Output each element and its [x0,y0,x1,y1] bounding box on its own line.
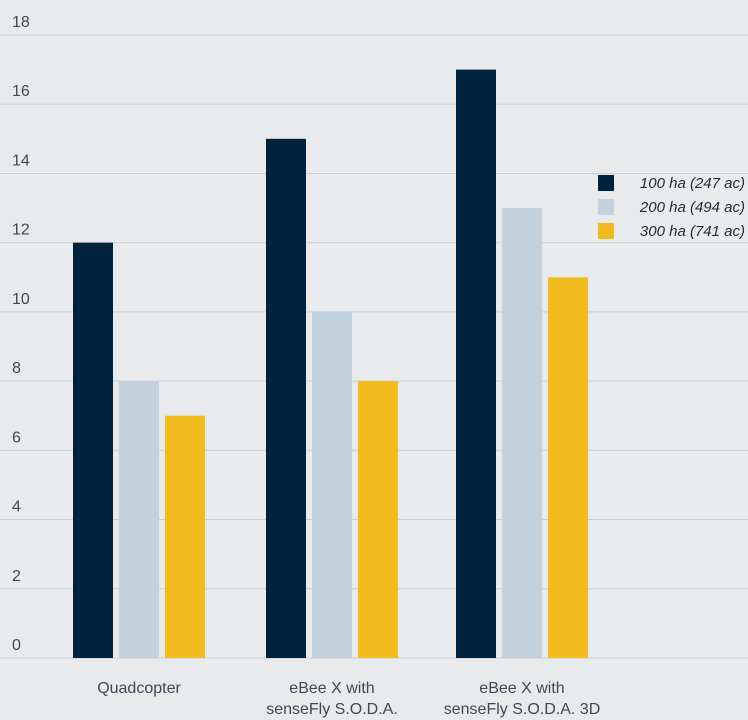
legend-label-2: 200 ha (494 ac) [639,199,745,216]
x-category-label-2-line-2: senseFly S.O.D.A. [266,701,398,718]
y-tick-label-10: 10 [12,291,30,308]
bar-2-2 [312,311,352,658]
bar-3-2 [358,381,398,658]
y-tick-label-6: 6 [12,429,21,446]
bar-3-3 [548,277,588,658]
legend: 100 ha (247 ac) 200 ha (494 ac) 300 ha (74… [598,175,745,240]
legend-swatch-2 [598,199,614,215]
bar-1-1 [73,242,113,658]
bar-1-3 [456,69,496,659]
y-tick-label-18: 18 [12,14,30,31]
y-tick-label-2: 2 [12,568,21,585]
x-category-label-3-line-2: senseFly S.O.D.A. 3D [444,701,601,718]
x-axis-category-labels: Quadcopter eBee X with senseFly S.O.D.A. eB… [97,680,600,718]
y-tick-label-4: 4 [12,499,21,516]
bar-1-2 [266,138,306,659]
legend-swatch-1 [598,175,614,191]
x-category-label-3-line-1: eBee X with [479,680,564,697]
bar-3-1 [165,415,205,658]
y-tick-label-0: 0 [12,637,21,654]
bar-2-1 [119,381,159,658]
legend-swatch-3 [598,223,614,239]
x-category-label-1-line-1: Quadcopter [97,680,181,697]
bar-2-3 [502,208,542,659]
x-category-label-2-line-1: eBee X with [289,680,374,697]
y-tick-label-8: 8 [12,360,21,377]
bars [73,69,588,659]
y-axis-ticks: 0 2 4 6 8 10 12 14 16 18 [12,14,30,654]
legend-label-3: 300 ha (741 ac) [640,223,745,240]
legend-label-1: 100 ha (247 ac) [640,175,745,192]
y-tick-label-12: 12 [12,222,30,239]
y-tick-label-16: 16 [12,83,30,100]
y-tick-label-14: 14 [12,152,30,169]
